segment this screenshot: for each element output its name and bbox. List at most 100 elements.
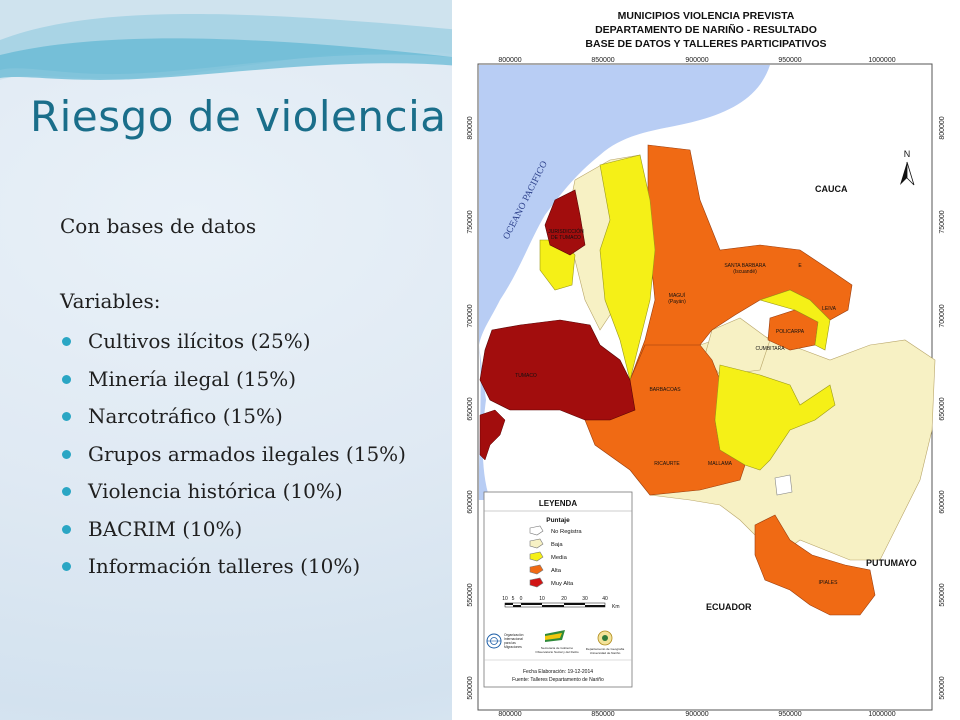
north-arrow-icon: N [900, 149, 915, 186]
region-medium-leiva [758, 289, 831, 351]
label-santa-barbara: (Iscuandé) [733, 269, 757, 275]
y-tick-left: 800000 [467, 116, 474, 139]
bullet-item: Narcotráfico (15%) [60, 401, 406, 439]
y-tick-left: 550000 [467, 583, 474, 606]
y-tick-right: 550000 [939, 583, 946, 606]
x-tick-top: 900000 [685, 57, 708, 64]
label-santa-barbara: SANTA BARBARA [724, 263, 766, 269]
legend: LEYENDA Puntaje No Registra Baja Media A… [483, 491, 633, 688]
bullet-icon [62, 449, 71, 459]
slide-title: Riesgo de violencia [30, 92, 447, 141]
y-tick-left: 650000 [467, 397, 474, 420]
bullet-icon [62, 487, 71, 496]
y-tick-right: 500000 [939, 676, 946, 699]
y-tick-left: 500000 [467, 676, 474, 699]
header-decoration [0, 0, 460, 80]
label-leiva: LEIVA [822, 306, 836, 312]
bullet-icon [62, 562, 71, 571]
svg-text:5: 5 [512, 596, 515, 602]
y-tick-right: 800000 [939, 116, 946, 139]
label-policarpa: POLICARPA [776, 329, 805, 335]
label-mallama: MALLAMA [708, 461, 733, 467]
svg-text:40: 40 [602, 596, 608, 602]
label-magui: MAGUÍ [669, 292, 686, 299]
region-medium-north [599, 154, 656, 381]
ocean-area [479, 65, 770, 345]
variables-label: Variables: [60, 289, 161, 313]
y-tick-right: 650000 [939, 397, 946, 420]
subtitle: Con bases de datos [60, 214, 257, 238]
scale-bar: 10 5 0 10 20 30 40 Km [502, 596, 619, 610]
y-tick-left: 700000 [467, 304, 474, 327]
university-logo-text: Universidad de Nariño [590, 651, 621, 655]
svg-text:N: N [904, 149, 911, 159]
label-putumayo: PUTUMAYO [866, 558, 917, 568]
label-cauca: CAUCA [815, 184, 848, 194]
label-ipiales: IPIALES [819, 580, 839, 586]
legend-source: Fuente: Talleres Departamento de Nariño [512, 677, 604, 683]
label-cumbitara: CUMBITARA [755, 346, 785, 352]
university-seal-icon [597, 630, 613, 646]
legend-swatch-very-high [529, 577, 544, 588]
legend-swatch-low [529, 538, 544, 549]
label-ricaurte: RICAURTE [654, 461, 680, 467]
bullet-item: Grupos armados ilegales (15%) [60, 439, 406, 477]
legend-label: Baja [551, 542, 563, 548]
label-tumaco-jurisdiction: JURISDICCIÓN [548, 228, 584, 235]
bullet-icon [62, 337, 71, 346]
region-high-south [584, 344, 746, 496]
oim-logo-text: Migraciones [504, 645, 522, 649]
svg-text:10: 10 [502, 596, 508, 602]
narino-logo-text: Secretaría de Gobierno [541, 646, 573, 650]
x-tick-bottom: 800000 [498, 711, 521, 718]
region-medium-center [714, 364, 836, 471]
svg-text:20: 20 [561, 596, 567, 602]
x-ticks: 800000 850000 900000 950000 1000000 8000… [498, 57, 895, 718]
y-ticks: 800000 750000 700000 650000 600000 55000… [467, 116, 946, 699]
x-tick-bottom: 950000 [778, 711, 801, 718]
bullet-item: BACRIM (10%) [60, 514, 406, 552]
svg-text:30: 30 [582, 596, 588, 602]
bullet-icon [62, 524, 71, 534]
region-no-data [774, 474, 793, 496]
oim-logo-text: Organización [504, 633, 524, 637]
legend-label: No Registra [551, 529, 582, 535]
bullet-icon [62, 374, 71, 384]
x-tick-top: 1000000 [868, 57, 895, 64]
legend-title: LEYENDA [539, 499, 577, 508]
label-tumaco: TUMACO [515, 373, 537, 379]
legend-swatch-medium [529, 551, 544, 562]
x-tick-bottom: 850000 [591, 711, 614, 718]
label-el-charco: E [798, 263, 802, 269]
variables-list: Cultivos ilícitos (25%) Minería ilegal (… [60, 326, 406, 589]
legend-date: Fecha Elaboración: 19-12-2014 [523, 669, 593, 675]
x-tick-top: 850000 [591, 57, 614, 64]
legend-label: Media [551, 555, 568, 561]
legend-swatch-no-data [529, 525, 544, 536]
y-tick-right: 700000 [939, 304, 946, 327]
y-tick-left: 600000 [467, 490, 474, 513]
bullet-item: Información talleres (10%) [60, 551, 406, 589]
x-tick-top: 800000 [498, 57, 521, 64]
svg-text:0: 0 [520, 596, 523, 602]
region-very-high-tumaco [479, 319, 636, 421]
label-tumaco-jurisdiction: DE TUMACO [551, 235, 581, 241]
label-ecuador: ECUADOR [706, 602, 752, 612]
narino-logo-text: Observatorio Social y del Delito [535, 650, 578, 654]
label-barbacoas: BARBACOAS [649, 387, 681, 393]
legend-label: Alta [551, 568, 562, 574]
map-title-line-3: BASE DE DATOS Y TALLERES PARTICIPATIVOS [585, 38, 827, 50]
map-title-line-2: DEPARTAMENTO DE NARIÑO - RESULTADO [595, 24, 817, 36]
legend-label: Muy Alta [551, 581, 574, 587]
x-tick-top: 950000 [778, 57, 801, 64]
map-title-line-1: MUNICIPIOS VIOLENCIA PREVISTA [617, 10, 795, 22]
bullet-item: Minería ilegal (15%) [60, 364, 406, 402]
label-magui: (Payán) [668, 299, 686, 305]
svg-text:10: 10 [539, 596, 545, 602]
bullet-item: Violencia histórica (10%) [60, 476, 406, 514]
y-tick-right: 750000 [939, 210, 946, 233]
oim-logo-icon [486, 633, 502, 649]
bullet-item: Cultivos ilícitos (25%) [60, 326, 406, 364]
region-very-high-jurisdiction [544, 189, 586, 256]
